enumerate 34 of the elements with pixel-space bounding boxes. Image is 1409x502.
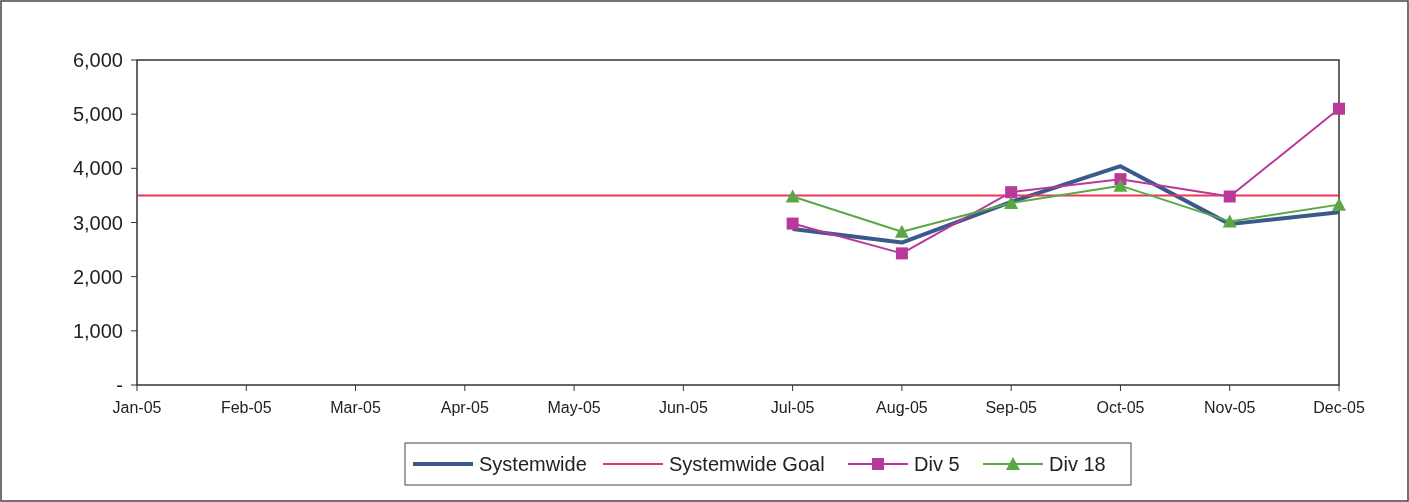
x-tick-label: Mar-05: [330, 399, 381, 416]
legend-label: Div 18: [1049, 453, 1106, 475]
x-tick-label: Dec-05: [1313, 399, 1365, 416]
point: [1004, 196, 1019, 209]
y-tick-label: 6,000: [72, 49, 123, 71]
x-tick-label: Nov-05: [1203, 399, 1256, 416]
y-tick-label: 3,000: [72, 211, 123, 234]
point: [1005, 186, 1018, 199]
legend-label: Systemwide: [479, 453, 587, 475]
y-tick-label: 4,000: [72, 157, 123, 180]
point: [1332, 197, 1346, 211]
point: [786, 217, 799, 230]
point: [1222, 214, 1237, 228]
legend-label: Systemwide Goal: [669, 453, 825, 475]
point: [1223, 190, 1236, 203]
y-tick-label: 5,000: [72, 103, 123, 126]
x-tick-label: Sep-05: [985, 399, 1038, 416]
point: [1333, 102, 1345, 115]
x-tick-label: May-05: [547, 399, 601, 416]
x-tick-label: Oct-05: [1096, 399, 1145, 416]
point: [1113, 178, 1128, 192]
x-tick-label: Jun-05: [658, 399, 708, 416]
y-tick-label: 2,000: [72, 265, 123, 288]
x-tick-label: Feb-05: [220, 399, 272, 416]
x-tick-label: Jan-05: [112, 399, 162, 416]
legend-label: Div 5: [914, 453, 960, 475]
point: [894, 224, 909, 238]
point: [785, 189, 800, 203]
y-tick-label: -: [116, 374, 123, 396]
x-tick-label: Aug-05: [876, 399, 928, 416]
point: [895, 247, 908, 260]
x-tick-label: Jul-05: [770, 399, 815, 416]
x-tick-label: Apr-05: [440, 399, 489, 416]
y-tick-label: 1,000: [72, 319, 123, 342]
